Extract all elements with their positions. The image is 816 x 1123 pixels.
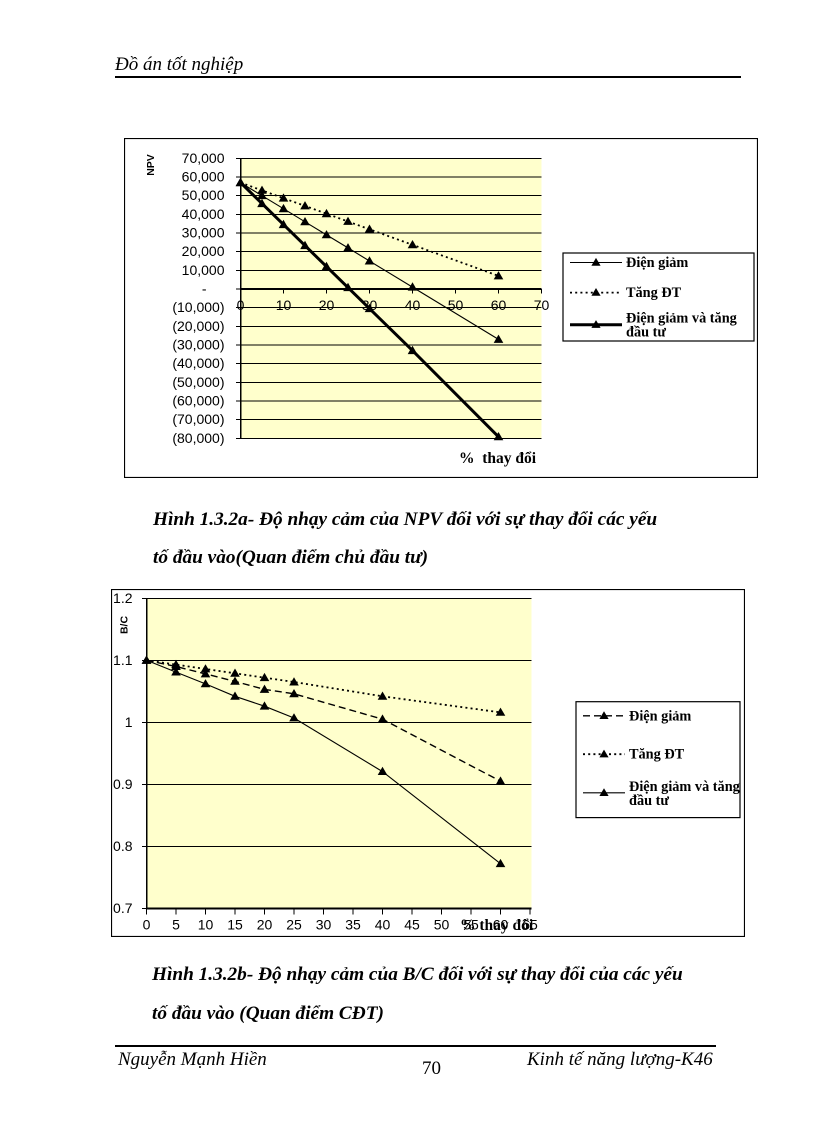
svg-text:10: 10 (198, 917, 214, 933)
svg-text:50: 50 (448, 297, 464, 313)
svg-text:1.1: 1.1 (113, 652, 133, 668)
svg-text:(60,000): (60,000) (172, 393, 224, 409)
svg-text:25: 25 (286, 917, 302, 933)
svg-text:5: 5 (172, 917, 180, 933)
svg-text:55: 55 (463, 917, 479, 933)
svg-text:10,000: 10,000 (182, 262, 225, 278)
svg-text:40: 40 (405, 297, 421, 313)
svg-text:0: 0 (143, 917, 151, 933)
svg-text:0.7: 0.7 (113, 900, 133, 916)
svg-text:35: 35 (345, 917, 361, 933)
svg-text:0.8: 0.8 (113, 838, 133, 854)
svg-text:% thay đổi: % thay đổi (460, 917, 534, 934)
svg-text:Tăng ĐT: Tăng ĐT (629, 747, 685, 763)
svg-text:1: 1 (125, 714, 133, 730)
svg-text:-: - (202, 281, 207, 297)
svg-text:1.2: 1.2 (113, 590, 133, 606)
svg-text:đầu tư: đầu tư (629, 793, 669, 809)
svg-text:B/C: B/C (119, 616, 131, 635)
svg-text:Điện giảm và tăng: Điện giảm và tăng (626, 311, 738, 327)
svg-text:(80,000): (80,000) (172, 430, 224, 446)
svg-text:20: 20 (319, 297, 335, 313)
svg-text:60,000: 60,000 (182, 169, 225, 185)
svg-text:50: 50 (434, 917, 450, 933)
svg-text:60: 60 (491, 297, 507, 313)
svg-text:40,000: 40,000 (182, 206, 225, 222)
svg-text:(50,000): (50,000) (172, 374, 224, 390)
svg-text:Điện giảm: Điện giảm (629, 708, 691, 724)
svg-text:đầu tư: đầu tư (626, 325, 666, 341)
svg-text:Tăng ĐT: Tăng ĐT (626, 285, 682, 301)
svg-text:Điện giảm: Điện giảm (626, 255, 688, 271)
svg-text:0.9: 0.9 (113, 776, 133, 792)
svg-text:0: 0 (237, 297, 245, 313)
svg-text:NPV: NPV (145, 154, 157, 176)
svg-text:60: 60 (493, 917, 509, 933)
svg-text:(30,000): (30,000) (172, 337, 224, 353)
svg-text:(20,000): (20,000) (172, 318, 224, 334)
svg-text:15: 15 (227, 917, 243, 933)
svg-text:65: 65 (522, 917, 538, 933)
svg-text:(70,000): (70,000) (172, 411, 224, 427)
svg-text:20: 20 (257, 917, 273, 933)
svg-text:% thay đổi: % thay đổi (459, 450, 537, 467)
svg-text:Điện giảm và tăng: Điện giảm và tăng (629, 779, 741, 795)
svg-text:(40,000): (40,000) (172, 355, 224, 371)
svg-text:40: 40 (375, 917, 391, 933)
svg-text:45: 45 (404, 917, 420, 933)
svg-text:70: 70 (534, 297, 550, 313)
svg-text:10: 10 (276, 297, 292, 313)
svg-text:50,000: 50,000 (182, 187, 225, 203)
svg-text:20,000: 20,000 (182, 243, 225, 259)
svg-text:(10,000): (10,000) (172, 299, 224, 315)
svg-text:70,000: 70,000 (182, 150, 225, 166)
svg-text:30,000: 30,000 (182, 225, 225, 241)
svg-text:30: 30 (316, 917, 332, 933)
